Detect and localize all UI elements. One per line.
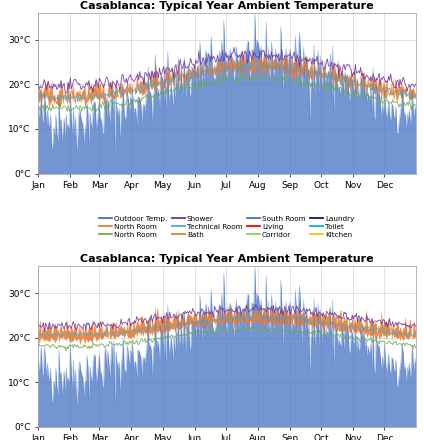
Legend: Outdoor Temp., North Room, North Room, Shower, Technical Room, Bath, South Room,: Outdoor Temp., North Room, North Room, S… (96, 213, 357, 240)
Title: Casablanca: Typical Year Ambient Temperature: Casablanca: Typical Year Ambient Tempera… (80, 1, 374, 11)
Title: Casablanca: Typical Year Ambient Temperature: Casablanca: Typical Year Ambient Tempera… (80, 254, 374, 264)
